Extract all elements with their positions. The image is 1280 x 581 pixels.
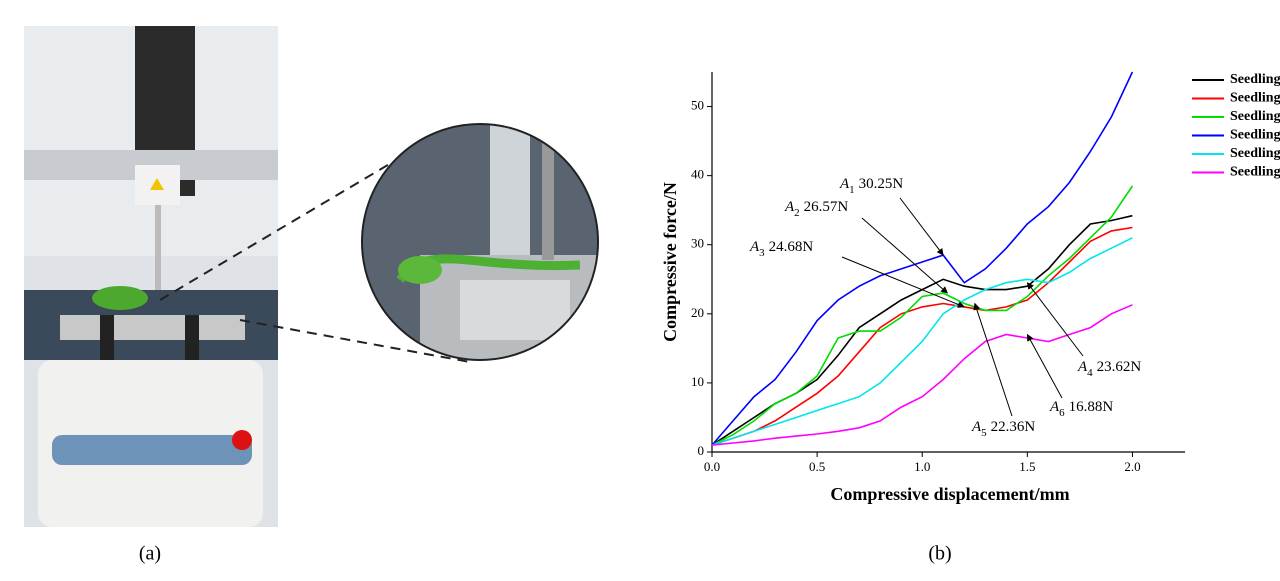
- annotation-index: 2: [794, 207, 800, 219]
- annotation-arrow: [1026, 333, 1063, 399]
- legend-label: Seedling 4: [1230, 128, 1280, 143]
- annotation-arrow: [841, 256, 965, 308]
- x-tick-label: 0.0: [704, 459, 720, 474]
- legend-label: Seedling 2: [1230, 91, 1280, 106]
- panel-label: (b): [928, 543, 951, 565]
- annotation-arrow: [899, 197, 944, 256]
- series-line: [711, 237, 1133, 446]
- x-tick-label: 1.0: [914, 459, 930, 474]
- legend-label: Seedling 1: [1230, 72, 1280, 87]
- annotation-value: 24.68N: [769, 239, 814, 255]
- annotation-letter: A: [971, 419, 982, 435]
- annotation: A5 22.36N: [971, 419, 1035, 438]
- annotation-letter: A: [1077, 359, 1088, 375]
- annotation: A3 24.68N: [749, 239, 813, 258]
- zoom-lines: [159, 139, 471, 363]
- annotation-value: 23.62N: [1097, 359, 1142, 375]
- annotation-letter: A: [784, 199, 795, 215]
- x-axis-label: Compressive displacement/mm: [830, 484, 1069, 504]
- annotation-arrow: [1026, 282, 1084, 357]
- x-tick-label: 1.5: [1019, 459, 1035, 474]
- annotation-value: 30.25N: [859, 176, 904, 192]
- series-line: [711, 304, 1133, 446]
- y-tick-label: 40: [691, 167, 704, 182]
- series-line: [711, 226, 1133, 446]
- annotation-index: 3: [759, 247, 765, 259]
- series-line: [711, 185, 1134, 446]
- y-axis-label: Compressive force/N: [660, 182, 680, 342]
- annotation-letter: A: [749, 239, 760, 255]
- plot: 0.0 0.5 1.0 1.5 2.0 0 10 20 30 40 50 Seedling 1 Seed…: [691, 71, 1280, 474]
- y-tick-label: 50: [691, 98, 704, 113]
- annotation: A1 30.25N: [839, 176, 903, 195]
- y-tick-label: 10: [691, 374, 704, 389]
- annotation-index: 1: [849, 184, 855, 196]
- y-tick-label: 0: [698, 443, 705, 458]
- annotation-arrow: [861, 217, 948, 294]
- annotation: A6 16.88N: [1049, 399, 1113, 418]
- zoom-photo: [362, 124, 598, 360]
- y-tick-label: 20: [691, 305, 704, 320]
- legend-label: Seedling 3: [1230, 109, 1280, 124]
- panel-label: (a): [139, 543, 161, 565]
- zoom-frame: [361, 123, 599, 361]
- x-tick-label: 0.5: [809, 459, 825, 474]
- legend-label: Seedling 5: [1230, 146, 1280, 161]
- annotation: A4 23.62N: [1077, 359, 1141, 378]
- series-line: [711, 71, 1134, 446]
- annotation-index: 6: [1059, 407, 1065, 419]
- x-tick-label: 2.0: [1124, 459, 1140, 474]
- annotation-value: 22.36N: [991, 419, 1036, 435]
- annotation-arrow: [973, 302, 1013, 417]
- y-tick-label: 30: [691, 236, 704, 251]
- annotation-value: 26.57N: [804, 199, 849, 215]
- legend-label: Seedling 6: [1230, 165, 1280, 180]
- photo: [24, 26, 278, 527]
- annotation-index: 5: [981, 427, 987, 439]
- annotation-index: 4: [1087, 367, 1093, 379]
- annotation-letter: A: [839, 176, 850, 192]
- annotation-letter: A: [1049, 399, 1060, 415]
- annotation-value: 16.88N: [1069, 399, 1114, 415]
- annotation: A2 26.57N: [784, 199, 848, 218]
